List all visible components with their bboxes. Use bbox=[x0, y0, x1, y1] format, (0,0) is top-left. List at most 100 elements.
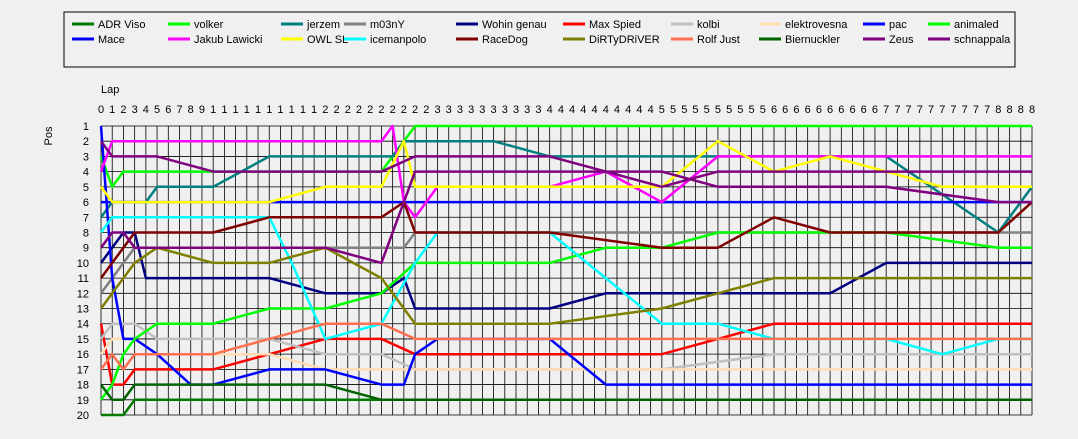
x-tick-label: 7 bbox=[906, 104, 912, 116]
x-tick-label: 4 bbox=[569, 104, 575, 116]
x-tick-label: 4 bbox=[614, 104, 620, 116]
x-tick-label: 1 bbox=[289, 104, 295, 116]
legend-label: kolbi bbox=[697, 19, 720, 31]
x-tick-label: 9 bbox=[199, 104, 205, 116]
x-tick-label: 7 bbox=[939, 104, 945, 116]
x-tick-label: 2 bbox=[412, 104, 418, 116]
legend-label: Biernuckler bbox=[785, 34, 840, 46]
x-tick-label: 6 bbox=[782, 104, 788, 116]
x-tick-label: 8 bbox=[188, 104, 194, 116]
x-tick-label: 5 bbox=[726, 104, 732, 116]
x-tick-label: 7 bbox=[176, 104, 182, 116]
legend: ADR Viso volker jerzem m03nY Wohin genau Max … bbox=[63, 11, 1016, 68]
series-line bbox=[99, 246, 1032, 325]
y-tick-label: 19 bbox=[77, 395, 89, 407]
legend-label: jerzem bbox=[306, 19, 340, 31]
y-tick-label: 1 bbox=[83, 121, 89, 133]
x-tick-label: 2 bbox=[120, 104, 126, 116]
x-tick-label: 6 bbox=[793, 104, 799, 116]
x-tick-label: 6 bbox=[849, 104, 855, 116]
y-tick-label: 8 bbox=[83, 227, 89, 239]
y-tick-label: 2 bbox=[83, 136, 89, 148]
series-line bbox=[99, 322, 1032, 371]
y-tick-label: 16 bbox=[77, 349, 89, 361]
x-tick-label: 1 bbox=[266, 104, 272, 116]
x-tick-label: 1 bbox=[311, 104, 317, 116]
x-tick-label: 4 bbox=[558, 104, 564, 116]
x-tick-label: 1 bbox=[255, 104, 261, 116]
x-tick-label: 4 bbox=[580, 104, 586, 116]
x-tick-label: 4 bbox=[143, 104, 149, 116]
series-line bbox=[99, 170, 1032, 265]
x-tick-label: 6 bbox=[827, 104, 833, 116]
x-tick-label: 7 bbox=[962, 104, 968, 116]
x-tick-label: 1 bbox=[300, 104, 306, 116]
x-tick-label: 0 bbox=[98, 104, 104, 116]
y-tick-label: 4 bbox=[83, 167, 89, 179]
x-tick-label: 3 bbox=[479, 104, 485, 116]
x-tick-label: 4 bbox=[547, 104, 553, 116]
y-tick-label: 18 bbox=[77, 380, 89, 392]
x-tick-label: 2 bbox=[423, 104, 429, 116]
x-tick-label: 4 bbox=[636, 104, 642, 116]
x-tick-label: 8 bbox=[1029, 104, 1035, 116]
legend-label: m03nY bbox=[370, 19, 406, 31]
legend-box bbox=[63, 11, 1016, 68]
x-tick-label: 6 bbox=[861, 104, 867, 116]
x-tick-label: 2 bbox=[345, 104, 351, 116]
x-tick-label: 7 bbox=[984, 104, 990, 116]
x-tick-label: 4 bbox=[591, 104, 597, 116]
legend-label: Mace bbox=[98, 34, 125, 46]
y-tick-label: 15 bbox=[77, 334, 89, 346]
x-tick-label: 6 bbox=[165, 104, 171, 116]
x-tick-label: 3 bbox=[457, 104, 463, 116]
legend-label: RaceDog bbox=[482, 34, 528, 46]
x-tick-label: 5 bbox=[670, 104, 676, 116]
x-tick-label: 5 bbox=[659, 104, 665, 116]
legend-label: animaled bbox=[954, 19, 999, 31]
legend-label: volker bbox=[194, 19, 224, 31]
x-tick-label: 7 bbox=[928, 104, 934, 116]
x-tick-label: 3 bbox=[502, 104, 508, 116]
x-tick-label: 5 bbox=[704, 104, 710, 116]
y-tick-label: 12 bbox=[77, 288, 89, 300]
x-tick-label: 2 bbox=[356, 104, 362, 116]
x-tick-label: 3 bbox=[434, 104, 440, 116]
x-tick-label: 3 bbox=[513, 104, 519, 116]
x-tick-label: 8 bbox=[1007, 104, 1013, 116]
x-tick-label: 7 bbox=[894, 104, 900, 116]
x-tick-label: 5 bbox=[681, 104, 687, 116]
legend-label: ADR Viso bbox=[98, 19, 145, 31]
y-tick-label: 13 bbox=[77, 304, 89, 316]
x-tick-label: 6 bbox=[838, 104, 844, 116]
series-line bbox=[99, 322, 1032, 371]
x-tick-label: 1 bbox=[244, 104, 250, 116]
y-axis-title: Pos bbox=[43, 126, 55, 145]
x-tick-label: 4 bbox=[625, 104, 631, 116]
y-tick-label: 5 bbox=[83, 182, 89, 194]
series-line bbox=[99, 322, 1032, 386]
x-tick-label: 2 bbox=[367, 104, 373, 116]
x-tick-label: 5 bbox=[715, 104, 721, 116]
x-tick-label: 3 bbox=[491, 104, 497, 116]
x-tick-label: 2 bbox=[378, 104, 384, 116]
x-tick-label: 3 bbox=[535, 104, 541, 116]
legend-label: Max Spied bbox=[589, 19, 641, 31]
x-tick-label: 1 bbox=[277, 104, 283, 116]
x-tick-label: 6 bbox=[816, 104, 822, 116]
x-tick-label: 1 bbox=[109, 104, 115, 116]
x-tick-label: 2 bbox=[390, 104, 396, 116]
y-tick-label: 17 bbox=[77, 364, 89, 376]
x-tick-label: 6 bbox=[872, 104, 878, 116]
legend-label: Rolf Just bbox=[697, 34, 740, 46]
x-tick-label: 8 bbox=[995, 104, 1001, 116]
legend-label: Wohin genau bbox=[482, 19, 547, 31]
x-tick-label: 2 bbox=[333, 104, 339, 116]
legend-label: pac bbox=[889, 19, 907, 31]
y-tick-label: 6 bbox=[83, 197, 89, 209]
x-tick-label: 7 bbox=[917, 104, 923, 116]
x-tick-label: 3 bbox=[468, 104, 474, 116]
legend-label: schnappala bbox=[954, 34, 1011, 46]
